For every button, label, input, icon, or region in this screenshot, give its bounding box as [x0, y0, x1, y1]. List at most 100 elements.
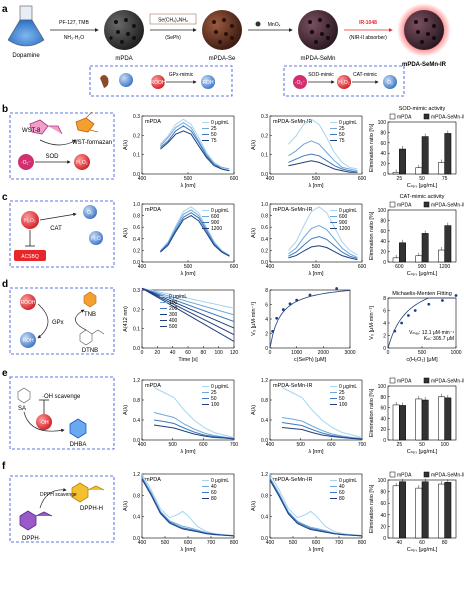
bar: [421, 399, 429, 441]
h2o2-label: H₂O₂: [338, 80, 349, 86]
legend-swatch: [423, 201, 430, 208]
bar: [392, 404, 400, 441]
series-line: [141, 287, 235, 322]
legend-label: 50: [211, 132, 217, 138]
y-axis-label: A(λ): [123, 140, 129, 150]
panel-c-scheme: c H₂O₂ CAT O₂ H₂O ACSBQ: [2, 192, 115, 268]
y-tick-label: 0.1: [261, 153, 268, 159]
x-tick-label: 25: [397, 176, 403, 182]
wst8-molecule-icon: [29, 119, 63, 135]
x-tick-label: 1000: [291, 350, 302, 356]
panel-f-scheme: f DPPH· DPPH-H DPPH scavenge: [2, 461, 115, 543]
x-tick-label: 400: [138, 264, 147, 270]
x-tick-label: 600: [230, 176, 239, 182]
km-label: Kₘ: 305.7 μM: [424, 336, 454, 342]
x-axis-label: λ [nm]: [181, 271, 196, 277]
y-tick-label: 80: [380, 218, 386, 224]
scheme-box-c: [9, 200, 115, 268]
y-axis-label: Elimination ratio [%]: [369, 388, 375, 437]
y-tick-label: 0: [383, 346, 386, 352]
y-tick-label: 6: [383, 309, 386, 315]
x-axis-label: Cₙₚₛ [μg/mL]: [407, 183, 438, 189]
y-tick-label: 100: [378, 384, 387, 390]
gpx-arrow: [37, 303, 49, 339]
dpph-molecule-icon: [19, 510, 53, 531]
y-tick-label: 0.1: [133, 153, 140, 159]
mpda-semn-ir-label: mPDA-SeMn-IR: [402, 62, 447, 68]
sa-molecule-icon: [17, 387, 31, 404]
y-axis-label: V₀ [μM·min⁻¹]: [251, 302, 257, 336]
x-axis-label: Cₙₚₛ [μg/mL]: [407, 547, 438, 553]
chart-b_mpda: 0.0 0.1 0.2 0.3 400 500 600 λ [nm] A(λ) mPDA 0 μg/…: [123, 114, 238, 189]
dpphh-label: DPPH-H: [80, 506, 103, 512]
y-tick-label: 0: [265, 346, 268, 352]
legend-label: mPDA-SeMn-IR: [431, 115, 464, 121]
series-line: [281, 387, 363, 438]
plot-frame: [269, 379, 363, 441]
y-tick-label: 80: [380, 130, 386, 136]
y-tick-label: 0: [383, 172, 386, 178]
x-tick-label: 500: [289, 540, 298, 546]
step1-bottom-label: NH₃·H₂O: [64, 35, 84, 41]
step1-top-label: PF-127, TMB: [59, 20, 89, 26]
series-line: [141, 476, 235, 537]
bar: [392, 257, 400, 263]
chart-d_kin: 0.0 0.1 0.2 0.3 0 20 40 60 80 100 120 Time [s] A(412…: [123, 287, 239, 363]
y-tick-label: 0.3: [133, 288, 140, 294]
dtnb-label: DTNB: [82, 348, 98, 354]
bar: [438, 396, 445, 441]
mpda-semn-pores: [308, 18, 330, 44]
x-tick-label: 400: [266, 540, 275, 546]
step2-box: [149, 13, 197, 25]
x-tick-label: 600: [230, 264, 239, 270]
legend-label: 80: [339, 496, 345, 502]
x-tick-label: 500: [312, 176, 321, 182]
series-line: [141, 287, 235, 329]
legend-label: 50: [211, 396, 217, 402]
chart-e_mpda: 0.0 0.4 0.8 1.2 400 500 600 700 λ [nm] A(λ) mPDA 0 …: [123, 378, 238, 455]
h2o2-ball-icon: [74, 154, 90, 170]
x-tick-label: 100: [214, 350, 223, 356]
series-line: [141, 287, 235, 316]
x-axis-label: λ [nm]: [181, 547, 196, 553]
data-point: [275, 316, 279, 320]
fit-curve: [387, 297, 456, 349]
y-tick-label: 60: [380, 141, 386, 147]
y-tick-label: 0.4: [133, 418, 140, 424]
bar: [392, 485, 400, 539]
y-tick-label: 0.2: [133, 133, 140, 139]
legend-label: 600: [339, 214, 348, 220]
x-axis-label: λ [nm]: [309, 271, 324, 277]
data-point: [308, 293, 312, 297]
panel-label-c: c: [2, 192, 8, 203]
d-roh-label: ROH: [22, 338, 34, 344]
legend-swatch: [389, 471, 396, 478]
y-tick-label: 40: [380, 416, 386, 422]
legend-label: 200: [169, 306, 178, 312]
y-tick-label: 0.0: [133, 438, 140, 444]
bar: [421, 481, 429, 539]
sod-label: SOD: [45, 154, 59, 160]
legend-label: mPDA: [397, 115, 412, 121]
series-line: [288, 206, 358, 256]
series-line: [160, 212, 230, 257]
roh-ball-icon: [201, 75, 215, 89]
y-tick-label: 1.0: [133, 202, 140, 208]
y-axis-label: Elimination ratio [%]: [369, 211, 375, 260]
legend-label: mPDA: [397, 473, 412, 479]
series-line: [153, 419, 235, 439]
y-tick-label: 1.2: [261, 378, 268, 384]
y-tick-label: 0: [383, 260, 386, 266]
x-tick-label: 120: [230, 350, 239, 356]
y-tick-label: 0.0: [261, 260, 268, 266]
y-tick-label: 100: [378, 208, 387, 214]
data-point: [441, 299, 444, 302]
scavenge-label: ·OH scavenge: [42, 394, 81, 400]
bar: [399, 242, 406, 263]
scheme-box-b: [9, 112, 115, 180]
plot-frame: [141, 379, 235, 441]
y-tick-label: 40: [380, 513, 386, 519]
data-point: [335, 287, 339, 290]
bar: [399, 405, 406, 441]
